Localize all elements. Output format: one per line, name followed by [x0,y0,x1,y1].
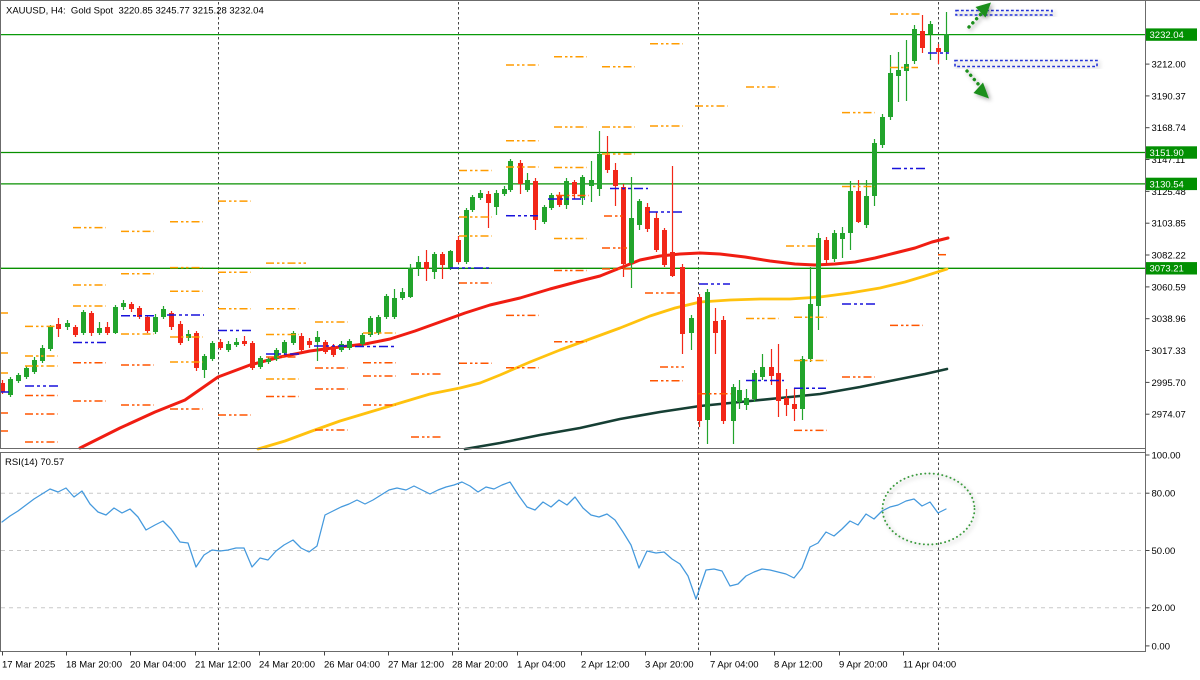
svg-text:3232.04: 3232.04 [1150,30,1184,41]
svg-text:50.00: 50.00 [1152,546,1176,557]
svg-text:3103.85: 3103.85 [1152,219,1186,230]
svg-text:9 Apr 20:00: 9 Apr 20:00 [839,660,888,671]
svg-text:3190.37: 3190.37 [1152,91,1186,102]
svg-text:0.00: 0.00 [1152,641,1171,652]
svg-text:3212.00: 3212.00 [1152,60,1186,71]
svg-text:27 Mar 12:00: 27 Mar 12:00 [388,660,444,671]
svg-text:2974.07: 2974.07 [1152,410,1186,421]
svg-text:20.00: 20.00 [1152,603,1176,614]
svg-text:80.00: 80.00 [1152,489,1176,500]
svg-text:28 Mar 20:00: 28 Mar 20:00 [452,660,508,671]
svg-text:7 Apr 04:00: 7 Apr 04:00 [710,660,759,671]
svg-text:3125.48: 3125.48 [1152,187,1186,198]
svg-text:21 Mar 12:00: 21 Mar 12:00 [195,660,251,671]
svg-text:8 Apr 12:00: 8 Apr 12:00 [774,660,823,671]
svg-text:3168.74: 3168.74 [1152,123,1186,134]
svg-text:3151.90: 3151.90 [1150,148,1184,159]
svg-text:RSI(14) 70.57: RSI(14) 70.57 [5,457,64,468]
svg-text:2 Apr 12:00: 2 Apr 12:00 [581,660,630,671]
svg-text:3017.33: 3017.33 [1152,346,1186,357]
svg-text:100.00: 100.00 [1152,450,1181,461]
svg-text:3038.96: 3038.96 [1152,314,1186,325]
svg-text:2995.70: 2995.70 [1152,378,1186,389]
svg-text:XAUUSD, H4: Gold Spot 3220.8: XAUUSD, H4: Gold Spot 3220.85 3245.77 32… [6,6,264,17]
svg-text:24 Mar 20:00: 24 Mar 20:00 [259,660,315,671]
svg-text:3 Apr 20:00: 3 Apr 20:00 [645,660,694,671]
svg-text:3073.21: 3073.21 [1150,264,1184,275]
svg-text:26 Mar 04:00: 26 Mar 04:00 [324,660,380,671]
svg-text:17 Mar 2025: 17 Mar 2025 [2,660,55,671]
svg-text:3130.54: 3130.54 [1150,179,1184,190]
svg-text:20 Mar 04:00: 20 Mar 04:00 [130,660,186,671]
svg-text:3060.59: 3060.59 [1152,282,1186,293]
svg-text:3082.22: 3082.22 [1152,250,1186,261]
svg-text:3147.11: 3147.11 [1152,155,1186,166]
svg-text:1 Apr 04:00: 1 Apr 04:00 [517,660,566,671]
svg-text:18 Mar 20:00: 18 Mar 20:00 [66,660,122,671]
svg-text:11 Apr 04:00: 11 Apr 04:00 [903,660,956,671]
